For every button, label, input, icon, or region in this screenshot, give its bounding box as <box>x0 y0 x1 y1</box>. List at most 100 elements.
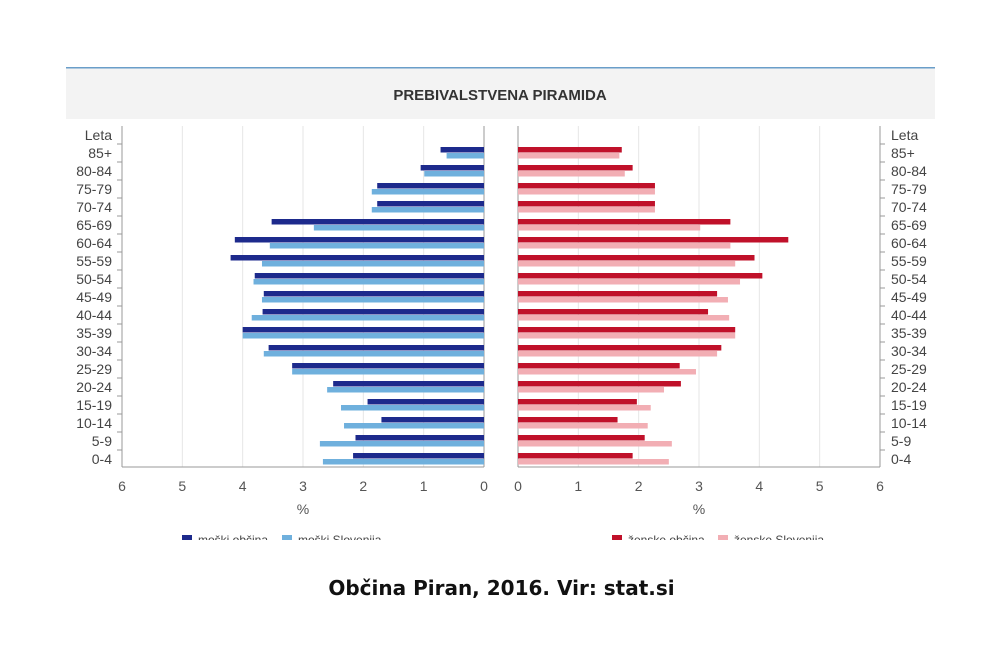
x-tick-label-left: 2 <box>359 478 367 494</box>
bar-moški-Slovenija <box>292 369 484 375</box>
category-label-right: 30-34 <box>891 343 927 359</box>
title-band <box>66 67 935 119</box>
bar-moški-Slovenija <box>261 261 484 267</box>
bar-moški-občina <box>367 399 484 405</box>
bar-ženske-Slovenija <box>518 261 736 267</box>
legend-swatch <box>612 535 622 545</box>
bar-moški-občina <box>381 417 484 423</box>
bar-ženske-Slovenija <box>518 351 718 357</box>
category-label-left: 70-74 <box>76 199 112 215</box>
bar-moški-Slovenija <box>251 315 484 321</box>
bar-ženske-občina <box>518 273 763 279</box>
bar-ženske-občina <box>518 327 736 333</box>
bar-moški-občina <box>292 363 484 369</box>
bar-ženske-občina <box>518 255 755 261</box>
category-label-left: 15-19 <box>76 397 112 413</box>
bar-moški-občina <box>242 327 484 333</box>
bar-moški-občina <box>377 201 484 207</box>
bar-ženske-občina <box>518 291 718 297</box>
x-tick-label-left: 1 <box>420 478 428 494</box>
bar-ženske-občina <box>518 237 789 243</box>
category-label-left: 30-34 <box>76 343 112 359</box>
category-label-right: 10-14 <box>891 415 927 431</box>
bar-moški-občina <box>333 381 484 387</box>
bar-moški-občina <box>263 291 484 297</box>
bar-moški-Slovenija <box>424 171 484 177</box>
category-label-left: 45-49 <box>76 289 112 305</box>
category-label-left: 20-24 <box>76 379 112 395</box>
bar-ženske-občina <box>518 435 645 441</box>
category-label-left: 35-39 <box>76 325 112 341</box>
bar-moški-občina <box>420 165 484 171</box>
bar-ženske-Slovenija <box>518 315 730 321</box>
x-tick-label-right: 4 <box>755 478 763 494</box>
category-label-left: 50-54 <box>76 271 112 287</box>
bar-ženske-Slovenija <box>518 333 736 339</box>
legend-label: ženske Slovenija <box>734 533 824 540</box>
x-tick-label-right: 0 <box>514 478 522 494</box>
bar-ženske-Slovenija <box>518 441 672 447</box>
category-label-right: 80-84 <box>891 163 927 179</box>
category-label-right: 70-74 <box>891 199 927 215</box>
bar-moški-Slovenija <box>263 351 484 357</box>
category-axis-title-right: Leta <box>891 127 918 143</box>
bar-ženske-Slovenija <box>518 225 701 231</box>
bar-ženske-občina <box>518 345 722 351</box>
category-label-left: 5-9 <box>92 433 112 449</box>
bar-moški-občina <box>268 345 484 351</box>
category-label-right: 60-64 <box>891 235 927 251</box>
caption: Občina Piran, 2016. Vir: stat.si <box>328 576 675 600</box>
bar-ženske-Slovenija <box>518 279 741 285</box>
bar-ženske-Slovenija <box>518 207 655 213</box>
bar-moški-občina <box>440 147 484 153</box>
category-label-left: 25-29 <box>76 361 112 377</box>
x-tick-label-left: 3 <box>299 478 307 494</box>
category-label-right: 45-49 <box>891 289 927 305</box>
category-label-right: 20-24 <box>891 379 927 395</box>
bar-ženske-Slovenija <box>518 423 648 429</box>
category-label-left: 65-69 <box>76 217 112 233</box>
bar-moški-Slovenija <box>242 333 484 339</box>
bar-ženske-Slovenija <box>518 243 731 249</box>
bar-ženske-občina <box>518 201 655 207</box>
population-pyramid-chart: PREBIVALSTVENA PIRAMIDA 6 5 4 3 2 1 0 0 1 2 3 4 5 6% % L… <box>66 67 935 547</box>
x-tick-label-right: 6 <box>876 478 884 494</box>
category-label-right: 85+ <box>891 145 915 161</box>
bar-ženske-občina <box>518 417 618 423</box>
x-tick-label-left: 5 <box>178 478 186 494</box>
bar-ženske-občina <box>518 453 633 459</box>
chart-title: PREBIVALSTVENA PIRAMIDA <box>393 87 607 104</box>
category-label-right: 50-54 <box>891 271 927 287</box>
bar-ženske-občina <box>518 147 622 153</box>
bar-moški-občina <box>234 237 484 243</box>
legend-swatch <box>182 535 192 545</box>
bar-ženske-občina <box>518 219 731 225</box>
bar-moški-Slovenija <box>319 441 484 447</box>
x-tick-label-right: 5 <box>816 478 824 494</box>
bar-moški-Slovenija <box>269 243 484 249</box>
category-label-right: 65-69 <box>891 217 927 233</box>
category-label-left: 40-44 <box>76 307 112 323</box>
category-axis-title-left: Leta <box>85 127 112 143</box>
category-label-right: 5-9 <box>891 433 911 449</box>
category-label-right: 25-29 <box>891 361 927 377</box>
category-label-left: 75-79 <box>76 181 112 197</box>
bar-ženske-Slovenija <box>518 387 665 393</box>
title-band-top-line <box>66 67 935 69</box>
category-label-left: 60-64 <box>76 235 112 251</box>
x-axis-label-left: % <box>297 501 309 517</box>
legend-swatch <box>282 535 292 545</box>
bar-moški-Slovenija <box>327 387 484 393</box>
category-label-left: 10-14 <box>76 415 112 431</box>
x-tick-label-right: 2 <box>635 478 643 494</box>
bar-moški-Slovenija <box>261 297 484 303</box>
category-label-left: 55-59 <box>76 253 112 269</box>
bar-ženske-Slovenija <box>518 297 728 303</box>
bar-moški-občina <box>254 273 484 279</box>
bar-moški-Slovenija <box>371 189 484 195</box>
x-tick-label-right: 1 <box>574 478 582 494</box>
category-label-right: 75-79 <box>891 181 927 197</box>
bar-ženske-občina <box>518 381 681 387</box>
x-tick-label-left: 6 <box>118 478 126 494</box>
bar-moški-Slovenija <box>341 405 484 411</box>
